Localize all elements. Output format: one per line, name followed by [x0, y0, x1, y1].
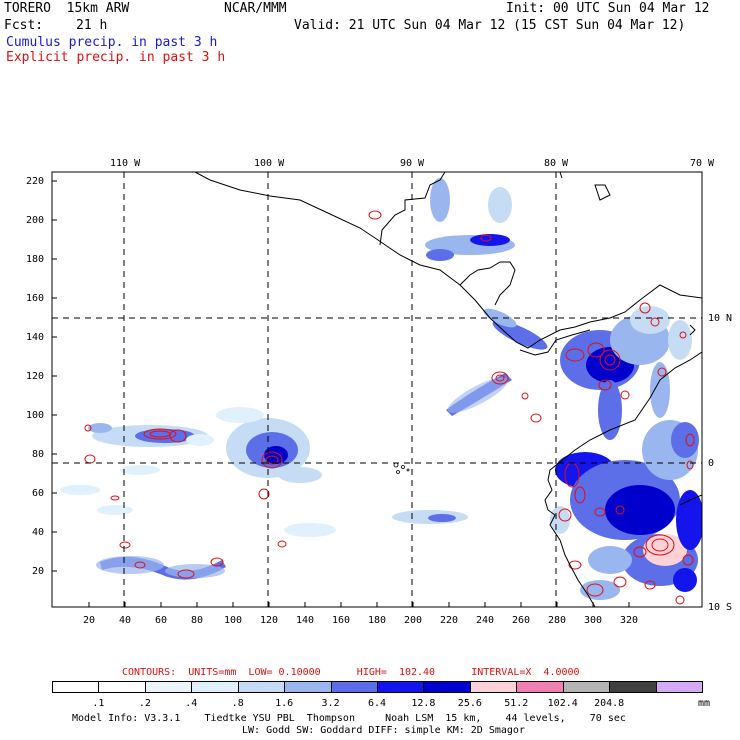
colorbar-label: .8	[231, 698, 244, 709]
colorbar-label: 12.8	[411, 698, 436, 709]
y-tick-label: 20	[32, 566, 45, 577]
lon-label-110w: 110 W	[110, 158, 141, 169]
colorbar-label: 6.4	[367, 698, 387, 709]
y-tick-label: 140	[26, 332, 45, 343]
x-tick-label: 200	[404, 615, 423, 626]
x-tick-label: 300	[584, 615, 603, 626]
org-label: NCAR/MMM	[224, 1, 287, 16]
axis-ticks	[52, 180, 630, 607]
y-tick-label: 80	[32, 449, 45, 460]
precip-fields	[52, 172, 702, 607]
colorbar-cell	[516, 681, 564, 693]
colorbar-unit: mm	[698, 698, 711, 709]
colorbar-label: 25.6	[457, 698, 482, 709]
x-tick-label: 40	[119, 615, 132, 626]
lon-label-80w: 80 W	[544, 158, 569, 169]
lat-label-10n: 10 N	[708, 313, 733, 324]
cumulus-precip-shading	[60, 178, 702, 600]
x-tick-label: 180	[368, 615, 387, 626]
colorbar-cell	[237, 681, 286, 693]
colorbar-cell	[144, 681, 193, 693]
galapagos-islands	[393, 462, 410, 474]
explicit-legend: Explicit precip. in past 3 h	[6, 50, 226, 65]
y-tick-label: 100	[26, 410, 45, 421]
init-time: Init: 00 UTC Sun 04 Mar 12	[506, 1, 710, 16]
y-tick-label: 60	[32, 488, 45, 499]
lat-lon-grid	[52, 172, 702, 607]
lon-label-100w: 100 W	[254, 158, 285, 169]
colorbar-cell	[52, 681, 100, 693]
colorbar-label: .2	[138, 698, 151, 709]
y-tick-label: 160	[26, 293, 45, 304]
y-tick-label: 220	[26, 176, 45, 187]
colorbar-cell	[330, 681, 378, 693]
cumulus-legend: Cumulus precip. in past 3 h	[6, 35, 218, 50]
x-tick-label: 320	[620, 615, 639, 626]
colorbar-cell	[562, 681, 611, 693]
forecast-label: Fcst:	[4, 18, 44, 33]
x-tick-label: 160	[332, 615, 351, 626]
forecast-hour: 21 h	[76, 18, 108, 33]
model-info: Model Info: V3.3.1 Tiedtke YSU PBL Thomp…	[72, 713, 626, 724]
x-tick-label: 240	[476, 615, 495, 626]
colorbar-cell	[655, 681, 703, 693]
colorbar-cell	[284, 681, 332, 693]
lat-label-10s: 10 S	[708, 602, 733, 613]
x-tick-label: 100	[224, 615, 243, 626]
colorbar-label: 51.2	[504, 698, 529, 709]
contour-info: CONTOURS: UNITS=mm LOW= 0.10000 HIGH= 10…	[122, 667, 580, 678]
x-tick-label: 260	[512, 615, 531, 626]
coastlines	[194, 172, 702, 607]
colorbar-cell	[469, 681, 518, 693]
colorbar-label: .4	[185, 698, 198, 709]
x-tick-label: 220	[440, 615, 459, 626]
colorbar-cell	[98, 681, 146, 693]
colorbar-cell	[191, 681, 239, 693]
colorbar-label: 3.2	[321, 698, 340, 709]
x-tick-label: 20	[83, 615, 96, 626]
x-tick-label: 60	[155, 615, 168, 626]
colorbar-label: 102.4	[547, 698, 578, 709]
y-tick-label: 180	[26, 254, 45, 265]
x-tick-label: 140	[296, 615, 315, 626]
x-tick-label: 80	[191, 615, 204, 626]
colorbar-label: 204.8	[594, 698, 625, 709]
lon-label-70w: 70 W	[690, 158, 715, 169]
colorbar-label: .1	[92, 698, 105, 709]
y-tick-label: 40	[32, 527, 45, 538]
colorbar-cell	[423, 681, 471, 693]
valid-time: Valid: 21 UTC Sun 04 Mar 12 (15 CST Sun …	[294, 18, 686, 33]
model-title: TORERO 15km ARW	[4, 1, 130, 16]
colorbar-cell	[609, 681, 657, 693]
y-tick-label: 200	[26, 215, 45, 226]
colorbar-cell	[377, 681, 425, 693]
physics-info: LW: Godd SW: Goddard DIFF: simple KM: 2D…	[242, 725, 525, 736]
lat-label-0: 0	[708, 458, 715, 469]
x-tick-label: 120	[260, 615, 279, 626]
y-tick-label: 120	[26, 371, 45, 382]
colorbar-label: 1.6	[275, 698, 294, 709]
lon-label-90w: 90 W	[400, 158, 425, 169]
x-tick-label: 280	[548, 615, 567, 626]
